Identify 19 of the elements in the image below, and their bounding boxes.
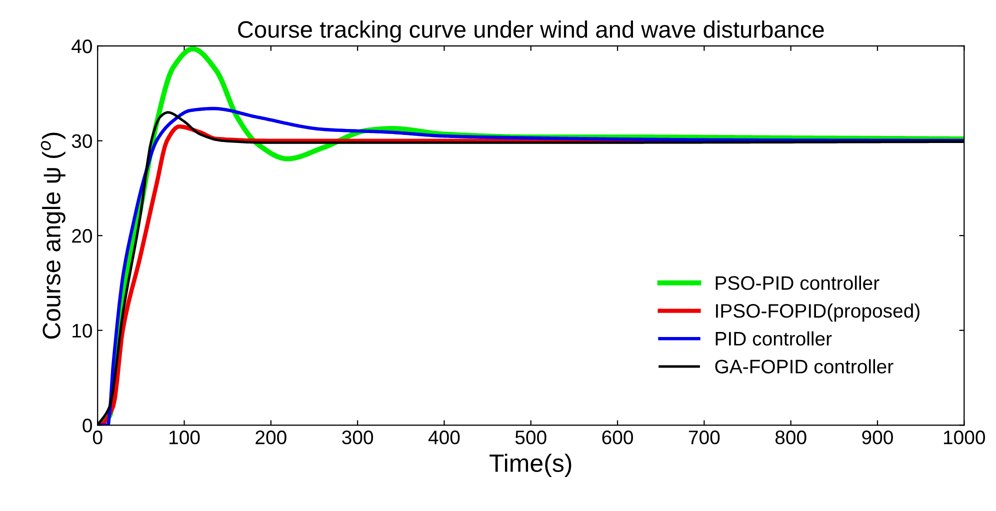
y-tick-label: 10: [72, 324, 92, 338]
x-tick-label: 600: [602, 430, 633, 444]
x-tick-label: 700: [688, 430, 720, 444]
x-tick-label: 500: [515, 430, 546, 444]
x-tick-label: 400: [428, 430, 460, 444]
x-tick-label: 200: [256, 430, 286, 444]
y-tick-label: 30: [72, 134, 92, 148]
x-tick-label: 100: [170, 430, 200, 444]
x-tick-label: 1000: [944, 430, 985, 444]
x-tick-label: 300: [342, 430, 374, 444]
x-axis-title: Time(s): [490, 454, 572, 477]
y-tick-label: 20: [72, 229, 92, 243]
x-tick-label: 0: [92, 430, 102, 444]
x-tick-label: 900: [862, 430, 893, 444]
y-axis-title: Course angle ψ ($^{o}$): [40, 132, 66, 339]
x-tick-label: 800: [775, 430, 806, 444]
y-tick-label: 0: [82, 418, 92, 432]
y-tick-label: 40: [72, 39, 92, 54]
chart-title: Course tracking curve under wind and wave disturbance: [238, 20, 824, 43]
